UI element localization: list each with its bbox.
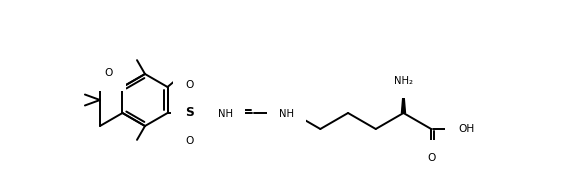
Text: O: O (427, 153, 435, 163)
Text: O: O (105, 68, 113, 78)
Text: S: S (185, 107, 194, 119)
Text: O: O (185, 136, 194, 146)
Text: OH: OH (458, 124, 474, 134)
Polygon shape (402, 89, 406, 113)
Text: O: O (185, 80, 194, 90)
Text: NH: NH (218, 109, 233, 119)
Text: NH₂: NH₂ (394, 76, 413, 86)
Text: NH: NH (279, 109, 294, 119)
